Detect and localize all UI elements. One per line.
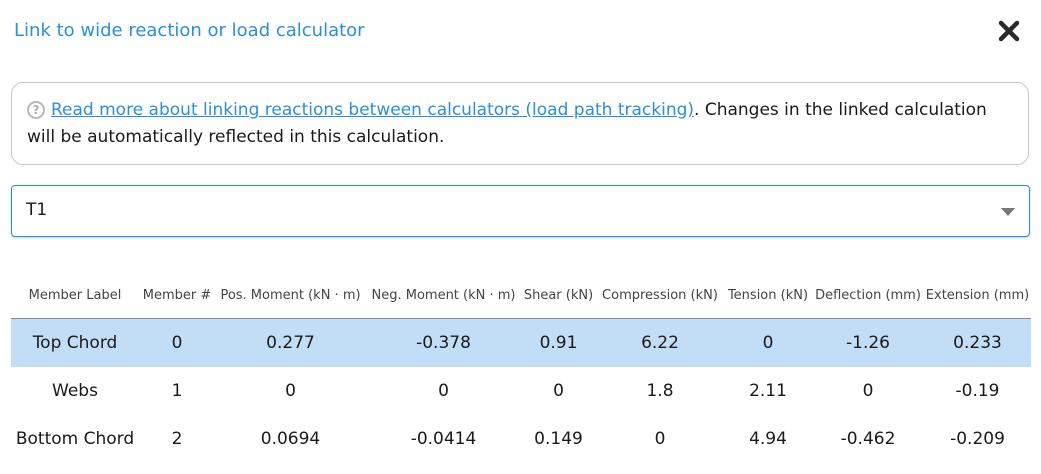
cell-tension: 2.11 — [749, 381, 787, 401]
info-text: . Changes in the linked calculation will… — [27, 100, 987, 147]
header-compression: Compression (kN) — [596, 272, 724, 319]
cell-compression: 6.22 — [596, 318, 724, 367]
header-tension: Tension (kN) — [724, 272, 812, 319]
table-header-row: Member Label Member # Pos. Moment (kN · … — [11, 272, 1031, 319]
cell-shear: 0.91 — [521, 318, 596, 367]
load-path-tracking-link[interactable]: Read more about linking reactions betwee… — [51, 100, 695, 120]
cell-extension: -0.209 — [950, 429, 1005, 449]
info-box: ? Read more about linking reactions betwe… — [11, 82, 1029, 165]
cell-deflection: -1.26 — [812, 318, 924, 367]
select-value: T1 — [26, 200, 48, 220]
cell-pos-moment: 0 — [285, 381, 296, 401]
cell-compression: 0 — [654, 429, 666, 449]
cell-tension: 4.94 — [749, 429, 787, 449]
cell-member-number: 1 — [171, 381, 183, 401]
cell-extension: -0.19 — [955, 381, 1000, 401]
question-circle-icon: ? — [27, 101, 45, 119]
cell-tension: 0 — [724, 318, 812, 367]
cell-deflection: 0 — [862, 381, 874, 401]
cell-neg-moment: 0 — [438, 381, 449, 401]
header-member-number: Member # — [139, 272, 215, 319]
cell-member-label: Bottom Chord — [15, 429, 135, 449]
cell-member-label: Top Chord — [11, 318, 139, 367]
dialog-title: Link to wide reaction or load calculator — [14, 20, 365, 41]
cell-neg-moment: -0.0414 — [410, 429, 477, 449]
cell-pos-moment: 0.0694 — [260, 429, 321, 449]
table-row[interactable]: Bottom Chord 2 0.0694 -0.0414 0.149 0 4.… — [11, 415, 1031, 463]
header-shear: Shear (kN) — [521, 272, 596, 319]
cell-neg-moment: -0.378 — [366, 318, 521, 367]
close-icon[interactable] — [996, 18, 1022, 44]
header-neg-moment: Neg. Moment (kN · m) — [366, 272, 521, 319]
calculation-select[interactable]: T1 — [11, 185, 1030, 237]
table-row[interactable]: Top Chord 0 0.277 -0.378 0.91 6.22 0 -1.… — [11, 318, 1031, 367]
table-row[interactable]: Webs 1 0 0 0 1.8 2.11 0 -0.19 — [11, 367, 1031, 415]
chevron-down-icon[interactable] — [1001, 208, 1015, 216]
header-deflection: Deflection (mm) — [812, 272, 924, 319]
cell-extension: 0.233 — [924, 318, 1031, 367]
cell-deflection: -0.462 — [840, 429, 896, 449]
header-extension: Extension (mm) — [924, 272, 1031, 319]
cell-member-number: 2 — [171, 429, 183, 449]
header-member-label: Member Label — [11, 272, 139, 319]
member-results-table: Member Label Member # Pos. Moment (kN · … — [11, 272, 1031, 463]
cell-pos-moment: 0.277 — [215, 318, 366, 367]
cell-shear: 0.149 — [534, 429, 583, 449]
cell-member-label: Webs — [52, 381, 98, 401]
cell-compression: 1.8 — [646, 381, 674, 401]
cell-member-number: 0 — [139, 318, 215, 367]
cell-shear: 0 — [553, 381, 564, 401]
header-pos-moment: Pos. Moment (kN · m) — [215, 272, 366, 319]
